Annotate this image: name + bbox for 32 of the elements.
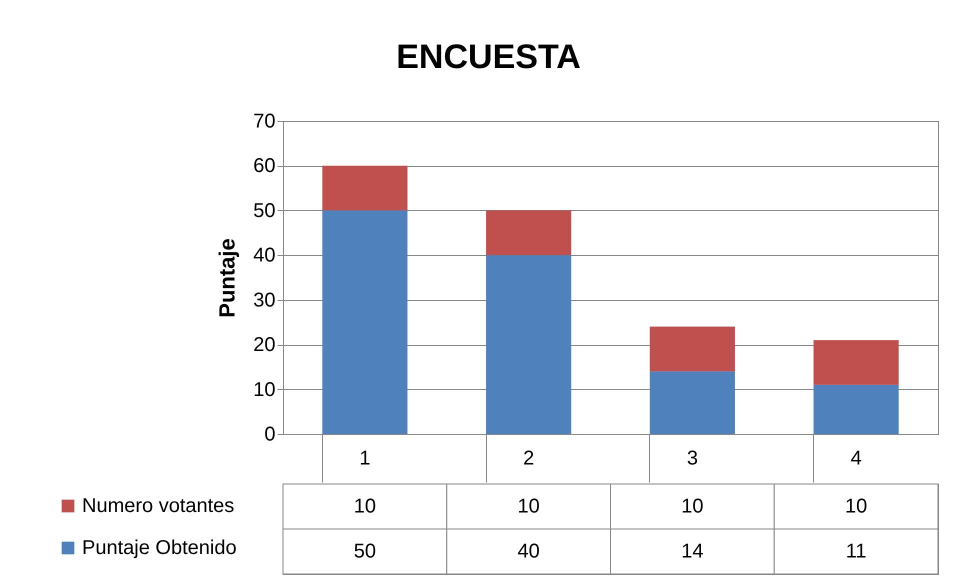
data-label: 10	[518, 496, 540, 518]
bar	[486, 255, 572, 434]
y-axis-title: Puntaje	[214, 238, 240, 318]
data-label: 50	[354, 540, 376, 562]
x-tick-label: 1	[359, 448, 370, 470]
data-label: 40	[518, 540, 540, 562]
bar	[814, 340, 899, 385]
bar	[486, 210, 572, 256]
y-tick-label: 60	[253, 155, 276, 178]
bar	[322, 210, 408, 434]
bar	[650, 371, 735, 434]
bar	[814, 384, 899, 434]
y-tick-label: 40	[253, 244, 276, 267]
chart-title: ENCUESTA	[396, 38, 581, 76]
data-label: 10	[681, 496, 704, 518]
data-label: 14	[681, 540, 704, 562]
data-label: 10	[354, 496, 376, 518]
x-tick-label: 3	[686, 448, 698, 470]
y-tick-label: 70	[253, 110, 276, 132]
legend-label: Puntaje Obtenido	[82, 537, 237, 559]
y-tick-label: 10	[253, 378, 276, 401]
bar	[650, 326, 735, 372]
x-tick-label: 4	[850, 448, 862, 470]
y-tick-label: 20	[253, 334, 276, 356]
data-label: 11	[846, 540, 867, 562]
x-tick-label: 2	[523, 448, 534, 470]
y-tick-label: 0	[264, 424, 276, 446]
bar	[322, 166, 408, 210]
y-tick-label: 30	[253, 289, 276, 312]
data-label: 10	[845, 496, 868, 518]
legend-label: Numero votantes	[82, 495, 234, 517]
y-tick-label: 50	[253, 200, 276, 222]
